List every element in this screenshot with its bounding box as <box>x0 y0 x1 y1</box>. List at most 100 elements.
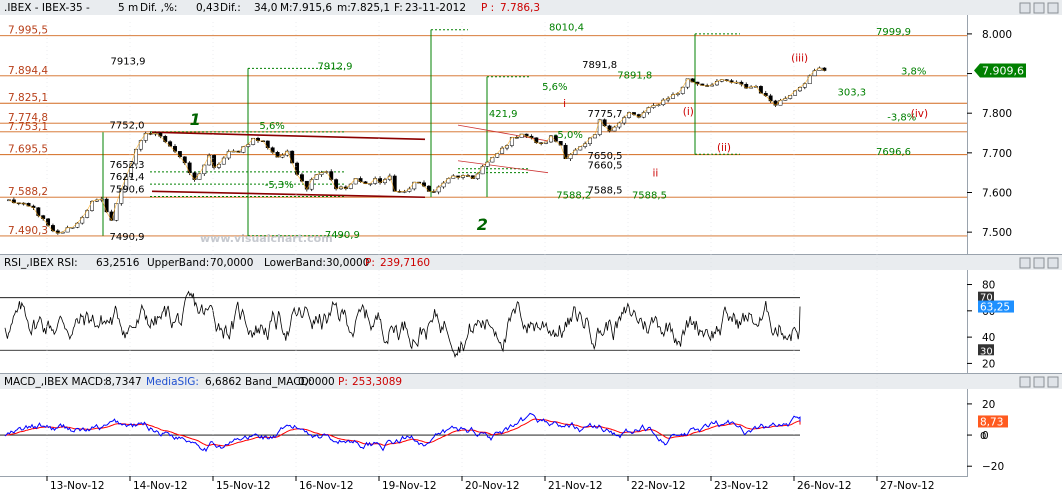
price-annotation: 7590,6 <box>110 184 145 195</box>
price-annotation: -3,8% <box>887 113 916 124</box>
wave-label: (iii) <box>791 53 808 65</box>
macd-value-tags: 8,73 0 <box>978 415 1008 442</box>
price-header-bar <box>0 0 1062 15</box>
time-axis-bg <box>0 476 1062 495</box>
last-price-tag-bg <box>974 63 1026 78</box>
candle-body <box>480 166 485 175</box>
candle-body <box>612 126 617 132</box>
price-header-symbol: .IBEX - IBEX-35 - <box>4 2 90 14</box>
level-label: 7.490,3 <box>8 225 48 237</box>
candle-body <box>490 157 495 163</box>
candle-body <box>299 174 304 182</box>
candle-body <box>588 137 592 144</box>
price-y-tick-label: 8.000 <box>982 29 1012 41</box>
price-annotation: 421,9 <box>489 109 518 120</box>
candle-body <box>573 149 578 155</box>
candle-body <box>187 162 192 174</box>
candle-body <box>500 147 505 154</box>
level-label: 7.774,8 <box>8 112 48 124</box>
rsi-header-lower-label: LowerBand: <box>264 257 326 269</box>
candle-body <box>475 173 480 179</box>
candlestick-series <box>7 66 827 235</box>
macd-y-tick-label: 20 <box>982 399 995 411</box>
candle-body <box>309 179 314 190</box>
price-header-date: 23-11-2012 <box>405 2 466 14</box>
level-label: 7.995,5 <box>8 25 48 37</box>
price-annotations: 7913,9 7912,9 7752,0 5,6% 7652,37621,47590,6… <box>110 22 929 243</box>
level-label: 7.588,2 <box>8 186 48 198</box>
rsi-lower-tag-bg <box>978 344 994 356</box>
rsi-y-tick-label: 20 <box>982 358 995 370</box>
candle-body <box>617 122 622 128</box>
window-close-button[interactable] <box>1047 2 1059 14</box>
time-axis-label: 15-Nov-12 <box>216 480 271 492</box>
macd-panel[interactable]: MACD_,IBEX MACD: 8,7347 MediaSIG: 6,6862… <box>0 374 1062 476</box>
macd-header-name: MACD_,IBEX MACD: <box>4 376 107 388</box>
candle-body <box>197 173 202 180</box>
price-annotation: 7490,9 <box>325 230 360 241</box>
price-annotation: 7891,8 <box>582 60 617 71</box>
price-annotation: 5,6% <box>542 82 567 93</box>
candle-body <box>168 141 173 147</box>
rsi-header-value: 63,2516 <box>96 257 140 269</box>
time-axis-label: 20-Nov-12 <box>465 480 520 492</box>
trend-line <box>457 160 549 174</box>
macd-value-tag-bg <box>978 415 1008 428</box>
price-annotation: 7588,2 <box>556 190 591 201</box>
macd-header-value: 8,7347 <box>105 376 142 388</box>
price-header-p: 7.786,3 <box>500 2 540 14</box>
wave-label: (i) <box>683 106 694 118</box>
price-annotation: 3,8% <box>901 66 926 77</box>
price-header-dif-abs-label: Dif.: <box>220 2 241 14</box>
candle-body <box>622 117 627 124</box>
candle-body <box>812 70 817 77</box>
window-min-button[interactable] <box>1019 2 1031 14</box>
candle-body <box>304 180 309 190</box>
macd-signal-line <box>4 418 801 447</box>
price-header-max: 7.915,6 <box>292 2 332 14</box>
macd-y-axis: −20 0 20 <box>967 399 1004 473</box>
rsi-bands <box>0 297 800 351</box>
price-panel[interactable]: .IBEX - IBEX-35 - 5 m Dif. ,%: 0,43 Dif.… <box>0 0 1062 255</box>
price-annotation: 7912,9 <box>318 62 353 73</box>
time-axis: 13-Nov-12 14-Nov-12 15-Nov-12 16-Nov-12 19-N… <box>0 476 1062 495</box>
candle-body <box>265 140 270 148</box>
macd-window-min-button[interactable] <box>1019 376 1031 388</box>
candle-body <box>241 146 246 153</box>
candle-body <box>90 201 94 211</box>
window-restore-button[interactable] <box>1033 2 1045 14</box>
candle-body <box>50 225 55 232</box>
macd-y-tick-label: 0 <box>982 430 989 442</box>
candle-body <box>641 112 646 118</box>
time-axis-label: 21-Nov-12 <box>548 480 603 492</box>
price-annotation: 7650,5 <box>588 151 623 162</box>
price-header-dif-pct: 0,43 <box>196 2 219 14</box>
rsi-header-p-label: P: <box>365 257 375 269</box>
rsi-panel[interactable]: RSI_,IBEX RSI: 63,2516 UpperBand: 70,000… <box>0 255 1062 374</box>
candle-body <box>807 75 812 85</box>
time-axis-label: 27-Nov-12 <box>880 480 935 492</box>
rsi-window-restore-button[interactable] <box>1033 257 1045 269</box>
price-annotation: 7588,5 <box>588 186 623 197</box>
candle-body <box>548 135 553 143</box>
candle-body <box>104 198 109 213</box>
macd-zero-tag: 0 <box>980 431 986 442</box>
candle-body <box>314 174 319 180</box>
candle-body <box>295 162 300 175</box>
rsi-lower-tag: 30 <box>980 346 993 357</box>
candle-body <box>163 136 168 142</box>
candle-body <box>685 78 690 88</box>
macd-window-close-button[interactable] <box>1047 376 1059 388</box>
macd-value-tag: 8,73 <box>980 416 1003 428</box>
price-annotation: 7490,9 <box>110 232 145 243</box>
candle-body <box>221 157 226 165</box>
time-axis-label: 19-Nov-12 <box>382 480 437 492</box>
rsi-window-min-button[interactable] <box>1019 257 1031 269</box>
macd-header-bar <box>0 374 1062 389</box>
price-annotation: 7588,5 <box>632 190 667 201</box>
macd-window-restore-button[interactable] <box>1033 376 1045 388</box>
rsi-window-close-button[interactable] <box>1047 257 1059 269</box>
rsi-header-lower: 30,0000 <box>326 257 369 269</box>
rsi-upper-tag: 70 <box>980 293 993 304</box>
